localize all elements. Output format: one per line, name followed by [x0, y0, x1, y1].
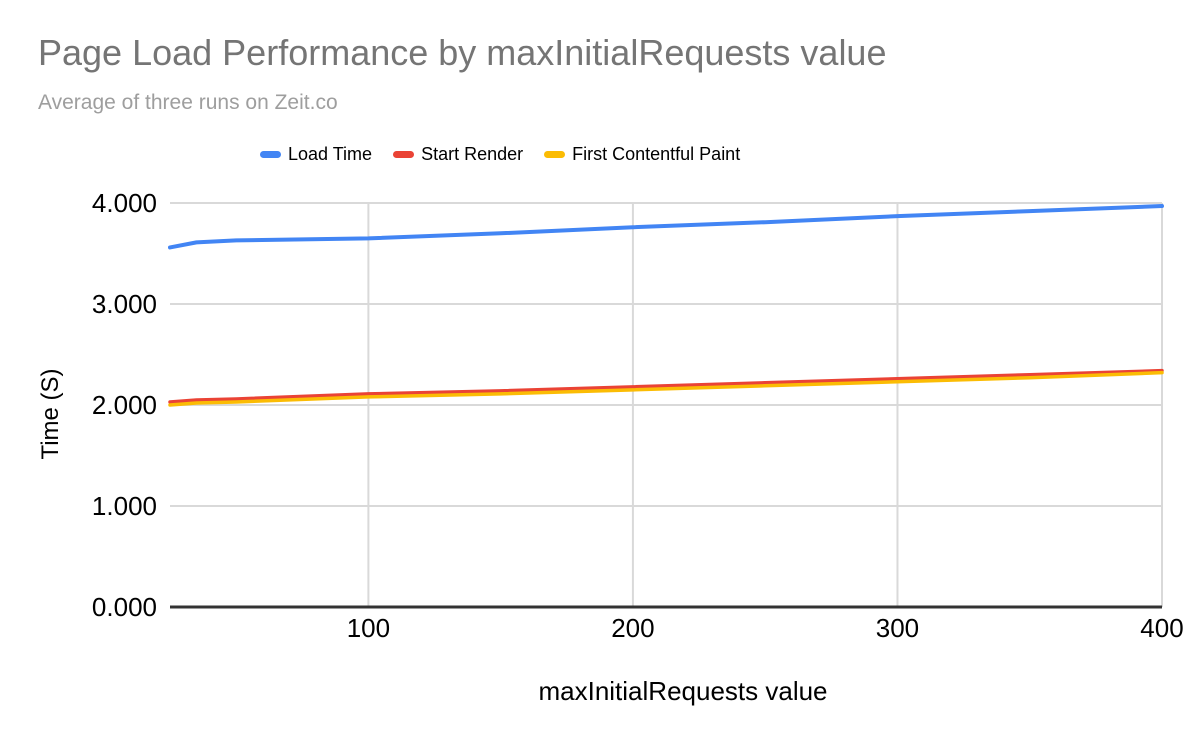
x-tick-label: 400: [1140, 613, 1184, 643]
legend-item-first-contentful-paint: First Contentful Paint: [544, 144, 740, 165]
start-render-swatch-icon: [393, 151, 415, 158]
x-tick-label: 200: [611, 613, 655, 643]
legend-item-start-render: Start Render: [393, 144, 523, 165]
legend-label: Start Render: [421, 144, 524, 164]
y-tick-label: 0.000: [91, 592, 157, 622]
x-tick-label: 100: [346, 613, 391, 643]
y-tick-label: 4.000: [91, 188, 157, 218]
legend-label: First Contentful Paint: [572, 144, 741, 164]
x-tick-label: 300: [875, 613, 920, 643]
series-line-first-contentful-paint: [168, 370, 1164, 407]
series-line-start-render: [168, 368, 1164, 404]
legend-label: Load Time: [288, 144, 373, 164]
y-tick-label: 3.000: [91, 289, 157, 319]
y-axis-title: Time (S): [37, 368, 64, 460]
load-time-swatch-icon: [260, 151, 281, 158]
chart-subtitle: Average of three runs on Zeit.co: [38, 91, 338, 114]
y-tick-label: 2.000: [91, 390, 157, 420]
legend: Load Time Start Render First Contentful …: [260, 144, 740, 165]
chart-title: Page Load Performance by maxInitialReque…: [38, 32, 887, 73]
legend-item-load-time: Load Time: [260, 144, 372, 165]
x-axis-title: maxInitialRequests value: [538, 676, 828, 706]
first-contentful-paint-swatch-icon: [544, 151, 566, 158]
series-line-load-time: [168, 204, 1164, 250]
y-tick-label: 1.000: [91, 491, 157, 521]
